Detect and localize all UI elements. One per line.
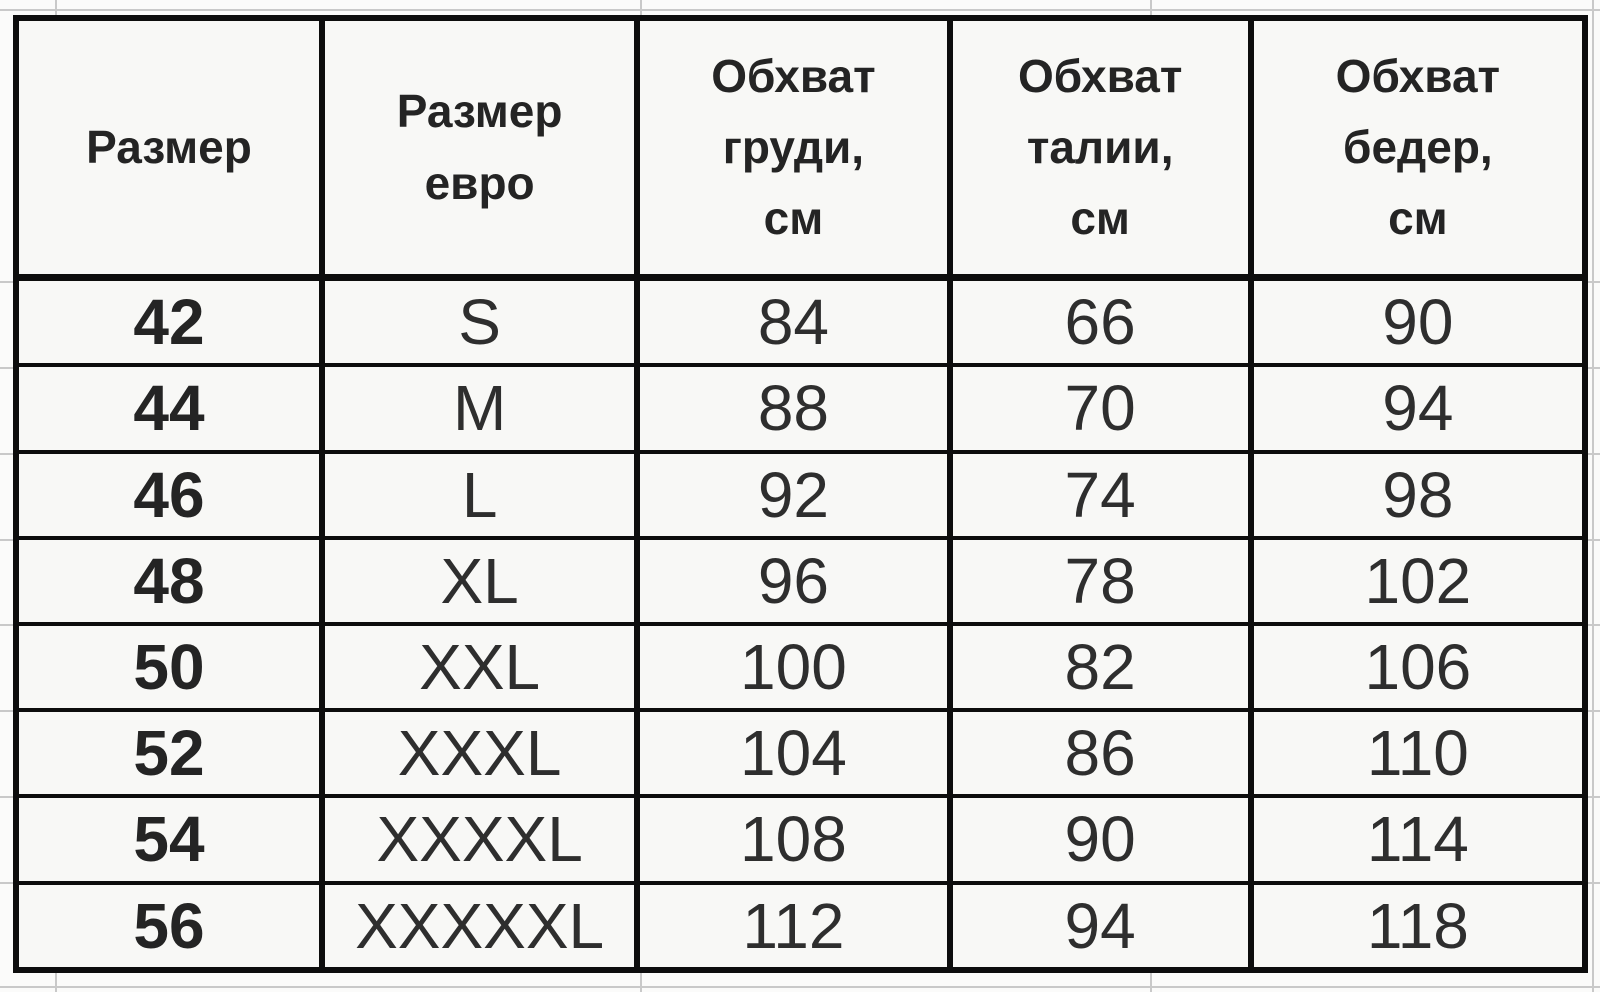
table-cell: 106	[1247, 621, 1589, 713]
table-cell: 82	[946, 621, 1254, 713]
table-cell: 78	[946, 535, 1254, 626]
table-cell: 112	[634, 880, 953, 973]
size-chart-body: 42 S 84 66 90 44 M 88 70 94 46 L 92 74 98 48 XL 96 78 102 50…	[13, 275, 1589, 973]
table-cell: 84	[634, 275, 953, 368]
table-row: 42 S 84 66 90	[13, 275, 1589, 368]
spreadsheet-gridline	[0, 986, 1600, 988]
table-cell: 90	[946, 794, 1254, 885]
spreadsheet-gridline	[0, 9, 1600, 11]
table-cell: 50	[13, 621, 325, 713]
table-cell: XL	[318, 535, 641, 626]
table-cell: M	[318, 363, 641, 454]
table-row: 44 M 88 70 94	[13, 363, 1589, 454]
table-cell: 86	[946, 708, 1254, 799]
table-row: 50 XXL 100 82 106	[13, 621, 1589, 713]
table-cell: 114	[1247, 794, 1589, 885]
column-header: Обхват талии, см	[946, 15, 1254, 281]
column-header: Обхват груди, см	[634, 15, 953, 281]
table-cell: 44	[13, 363, 325, 454]
table-row: 48 XL 96 78 102	[13, 535, 1589, 626]
table-cell: 96	[634, 535, 953, 626]
table-row: 56 XXXXXL 112 94 118	[13, 880, 1589, 973]
table-cell: 70	[946, 363, 1254, 454]
table-cell: 90	[1247, 275, 1589, 368]
size-chart-table: Размер Размер евро Обхват груди, см Обхват …	[13, 15, 1589, 973]
header-row: Размер Размер евро Обхват груди, см Обхват …	[13, 15, 1589, 281]
table-cell: 102	[1247, 535, 1589, 626]
table-cell: 92	[634, 449, 953, 540]
table-cell: XXXXL	[318, 794, 641, 885]
table-cell: 42	[13, 275, 325, 368]
table-cell: 110	[1247, 708, 1589, 799]
table-cell: 104	[634, 708, 953, 799]
table-cell: XXXL	[318, 708, 641, 799]
table-cell: S	[318, 275, 641, 368]
table-cell: 98	[1247, 449, 1589, 540]
table-row: 46 L 92 74 98	[13, 449, 1589, 540]
column-header: Размер евро	[318, 15, 641, 281]
table-cell: L	[318, 449, 641, 540]
table-cell: 94	[946, 880, 1254, 973]
table-cell: 56	[13, 880, 325, 973]
table-cell: 94	[1247, 363, 1589, 454]
table-cell: XXL	[318, 621, 641, 713]
column-header: Размер	[13, 15, 325, 281]
table-cell: 74	[946, 449, 1254, 540]
table-cell: 54	[13, 794, 325, 885]
table-cell: 48	[13, 535, 325, 626]
table-cell: 100	[634, 621, 953, 713]
table-cell: 118	[1247, 880, 1589, 973]
table-cell: 46	[13, 449, 325, 540]
table-cell: 52	[13, 708, 325, 799]
spreadsheet-gridline	[1592, 0, 1594, 992]
column-header: Обхват бедер, см	[1247, 15, 1589, 281]
table-cell: 88	[634, 363, 953, 454]
table-row: 54 XXXXL 108 90 114	[13, 794, 1589, 885]
table-cell: 66	[946, 275, 1254, 368]
table-cell: 108	[634, 794, 953, 885]
table-cell: XXXXXL	[318, 880, 641, 973]
table-row: 52 XXXL 104 86 110	[13, 708, 1589, 799]
